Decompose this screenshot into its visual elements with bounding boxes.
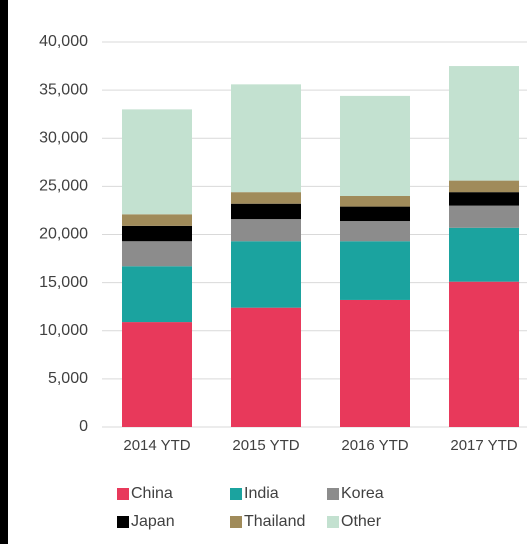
y-tick-label: 10,000	[39, 322, 88, 339]
legend-label: Thailand	[244, 513, 305, 530]
x-tick-label: 2015 YTD	[232, 437, 299, 454]
x-tick-label: 2014 YTD	[123, 437, 190, 454]
y-tick-label: 40,000	[39, 33, 88, 50]
bar-segment	[122, 241, 192, 267]
bar-segment	[340, 299, 410, 427]
bar-segment	[340, 95, 410, 196]
y-tick-label: 0	[79, 418, 88, 435]
legend-label: China	[131, 485, 173, 502]
bar-segment	[340, 196, 410, 207]
legend-swatch	[230, 516, 242, 528]
bar-segment	[122, 214, 192, 226]
legend-label: Other	[341, 513, 382, 530]
bar-segment	[231, 241, 301, 308]
bar-segment	[122, 322, 192, 427]
bar-segment	[231, 84, 301, 193]
bar-segment	[231, 307, 301, 427]
bar-segment	[122, 225, 192, 242]
legend-label: India	[244, 485, 279, 502]
bar-segment	[449, 192, 519, 206]
legend-label: Japan	[131, 513, 175, 530]
bar-segment	[340, 206, 410, 222]
y-tick-label: 5,000	[48, 370, 88, 387]
legend-swatch	[327, 516, 339, 528]
bar-segment	[122, 266, 192, 323]
bar-segment	[231, 219, 301, 242]
y-tick-label: 20,000	[39, 226, 88, 243]
y-tick-label: 35,000	[39, 81, 88, 98]
left-border	[0, 0, 8, 544]
bar-segment	[449, 180, 519, 193]
bar-segment	[231, 192, 301, 204]
legend-swatch	[230, 488, 242, 500]
bar-segment	[449, 281, 519, 427]
y-tick-label: 30,000	[39, 129, 88, 146]
y-tick-label: 25,000	[39, 178, 88, 195]
legend-swatch	[327, 488, 339, 500]
bar-segment	[449, 66, 519, 181]
y-tick-label: 15,000	[39, 274, 88, 291]
bar-segment	[340, 221, 410, 242]
bar-segment	[449, 205, 519, 228]
bar-segment	[340, 241, 410, 300]
x-tick-label: 2016 YTD	[341, 437, 408, 454]
bar-segment	[231, 203, 301, 220]
x-tick-label: 2017 YTD	[450, 437, 517, 454]
bar-segment	[122, 109, 192, 215]
legend-swatch	[117, 488, 129, 500]
legend-swatch	[117, 516, 129, 528]
legend-label: Korea	[341, 485, 384, 502]
bar-segment	[449, 227, 519, 282]
